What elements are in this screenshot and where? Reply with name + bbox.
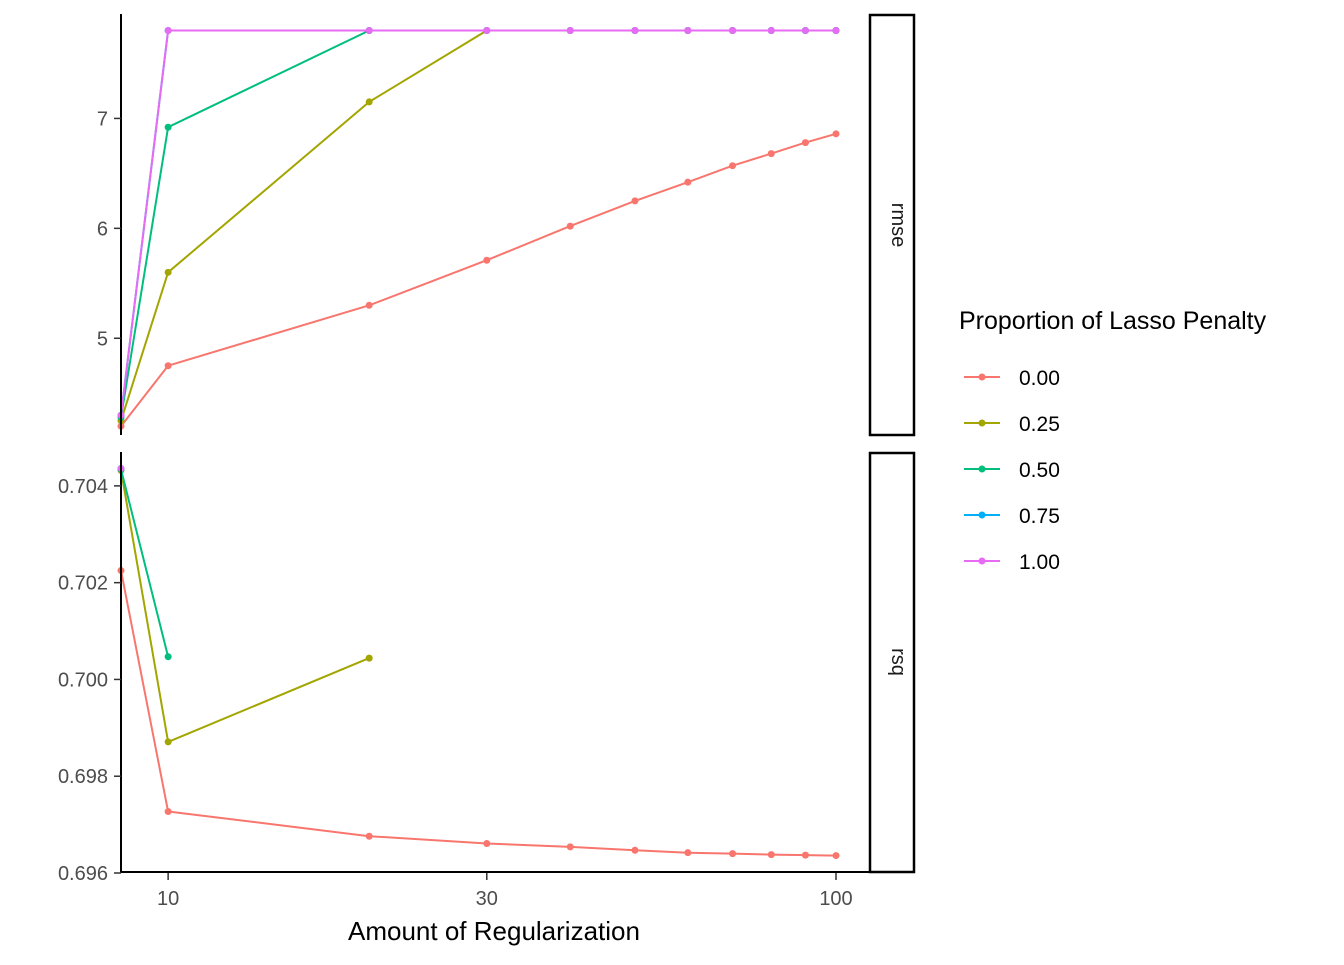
- legend-label: 0.75: [1019, 505, 1060, 528]
- y-tick-label: 0.702: [58, 573, 108, 595]
- data-point: [767, 851, 775, 859]
- legend-key-point: [978, 511, 986, 519]
- y-tick-label: 7: [97, 108, 108, 130]
- series-line-0.50: [120, 29, 836, 418]
- data-point: [164, 738, 172, 746]
- x-tick-label: 100: [819, 888, 852, 910]
- legend-label: 0.25: [1019, 413, 1060, 436]
- strip-rsq-label: rsq: [887, 648, 909, 676]
- legend-key-point: [978, 373, 986, 381]
- legend-key-point: [978, 419, 986, 427]
- data-point: [164, 123, 172, 131]
- data-point: [483, 839, 491, 847]
- series-line-0.00: [120, 570, 837, 857]
- series-line-0.50: [120, 469, 170, 657]
- data-point: [684, 849, 692, 857]
- legend-keys: 0.00 0.25 0.50 0.75 1.00: [964, 367, 1060, 574]
- data-point: [164, 808, 172, 816]
- panel-rmse: 5 6 7 rmse: [97, 13, 916, 437]
- data-point: [566, 222, 574, 230]
- strip-rmse-label: rmse: [887, 203, 909, 247]
- panel-rsq-y-ticks: 0.696 0.698 0.700 0.702 0.704: [58, 476, 121, 885]
- data-point: [483, 256, 491, 264]
- data-point: [767, 26, 775, 34]
- y-tick-label: 0.704: [58, 476, 108, 498]
- data-point: [365, 26, 373, 34]
- x-tick-label: 30: [476, 888, 498, 910]
- legend-key-point: [978, 557, 986, 565]
- panel-rmse-marks: [117, 26, 840, 430]
- data-point: [365, 301, 373, 309]
- data-point: [832, 130, 840, 138]
- data-point: [483, 26, 491, 34]
- panel-rmse-y-ticks: 5 6 7: [97, 108, 121, 350]
- data-point: [631, 197, 639, 205]
- x-axis-title: Amount of Regularization: [348, 916, 640, 946]
- legend-label: 0.50: [1019, 459, 1060, 482]
- data-point: [729, 162, 737, 170]
- panel-rsq: 0.696 0.698 0.700 0.702 0.704 rsq: [58, 451, 916, 885]
- data-point: [801, 139, 809, 147]
- x-axis-ticks: 10 30 100: [157, 873, 853, 910]
- series-line-0.00: [120, 132, 837, 427]
- y-tick-label: 6: [97, 218, 108, 240]
- data-point: [566, 26, 574, 34]
- data-point: [729, 26, 737, 34]
- data-point: [365, 654, 373, 662]
- series-line-1.00: [120, 29, 836, 416]
- strip-rsq-box: [868, 451, 916, 874]
- data-point: [767, 150, 775, 158]
- legend-title: Proportion of Lasso Penalty: [959, 307, 1267, 335]
- data-point: [832, 26, 840, 34]
- data-point: [801, 26, 809, 34]
- strip-rmse-box: [868, 13, 916, 437]
- y-tick-label: 5: [97, 328, 108, 350]
- series-line-0.25: [120, 29, 836, 422]
- data-point: [164, 362, 172, 370]
- y-tick-label: 0.700: [58, 669, 108, 691]
- data-point: [684, 178, 692, 186]
- data-point: [631, 846, 639, 854]
- x-tick-label: 10: [157, 888, 179, 910]
- data-point: [801, 851, 809, 859]
- data-point: [684, 26, 692, 34]
- legend-key-point: [978, 465, 986, 473]
- series-line-0.75: [120, 29, 836, 416]
- y-tick-label: 0.698: [58, 766, 108, 788]
- legend: Proportion of Lasso Penalty 0.00 0.25 0.50…: [959, 307, 1267, 574]
- data-point: [566, 843, 574, 851]
- series-line-0.25: [120, 470, 370, 743]
- data-point: [729, 850, 737, 858]
- data-point: [631, 26, 639, 34]
- data-point: [832, 852, 840, 860]
- data-point: [164, 653, 172, 661]
- data-point: [365, 98, 373, 106]
- y-tick-label: 0.696: [58, 863, 108, 885]
- data-point: [164, 26, 172, 34]
- data-point: [365, 832, 373, 840]
- legend-label: 0.00: [1019, 367, 1060, 390]
- legend-label: 1.00: [1019, 551, 1060, 574]
- panel-rsq-marks: [117, 464, 840, 860]
- data-point: [164, 268, 172, 276]
